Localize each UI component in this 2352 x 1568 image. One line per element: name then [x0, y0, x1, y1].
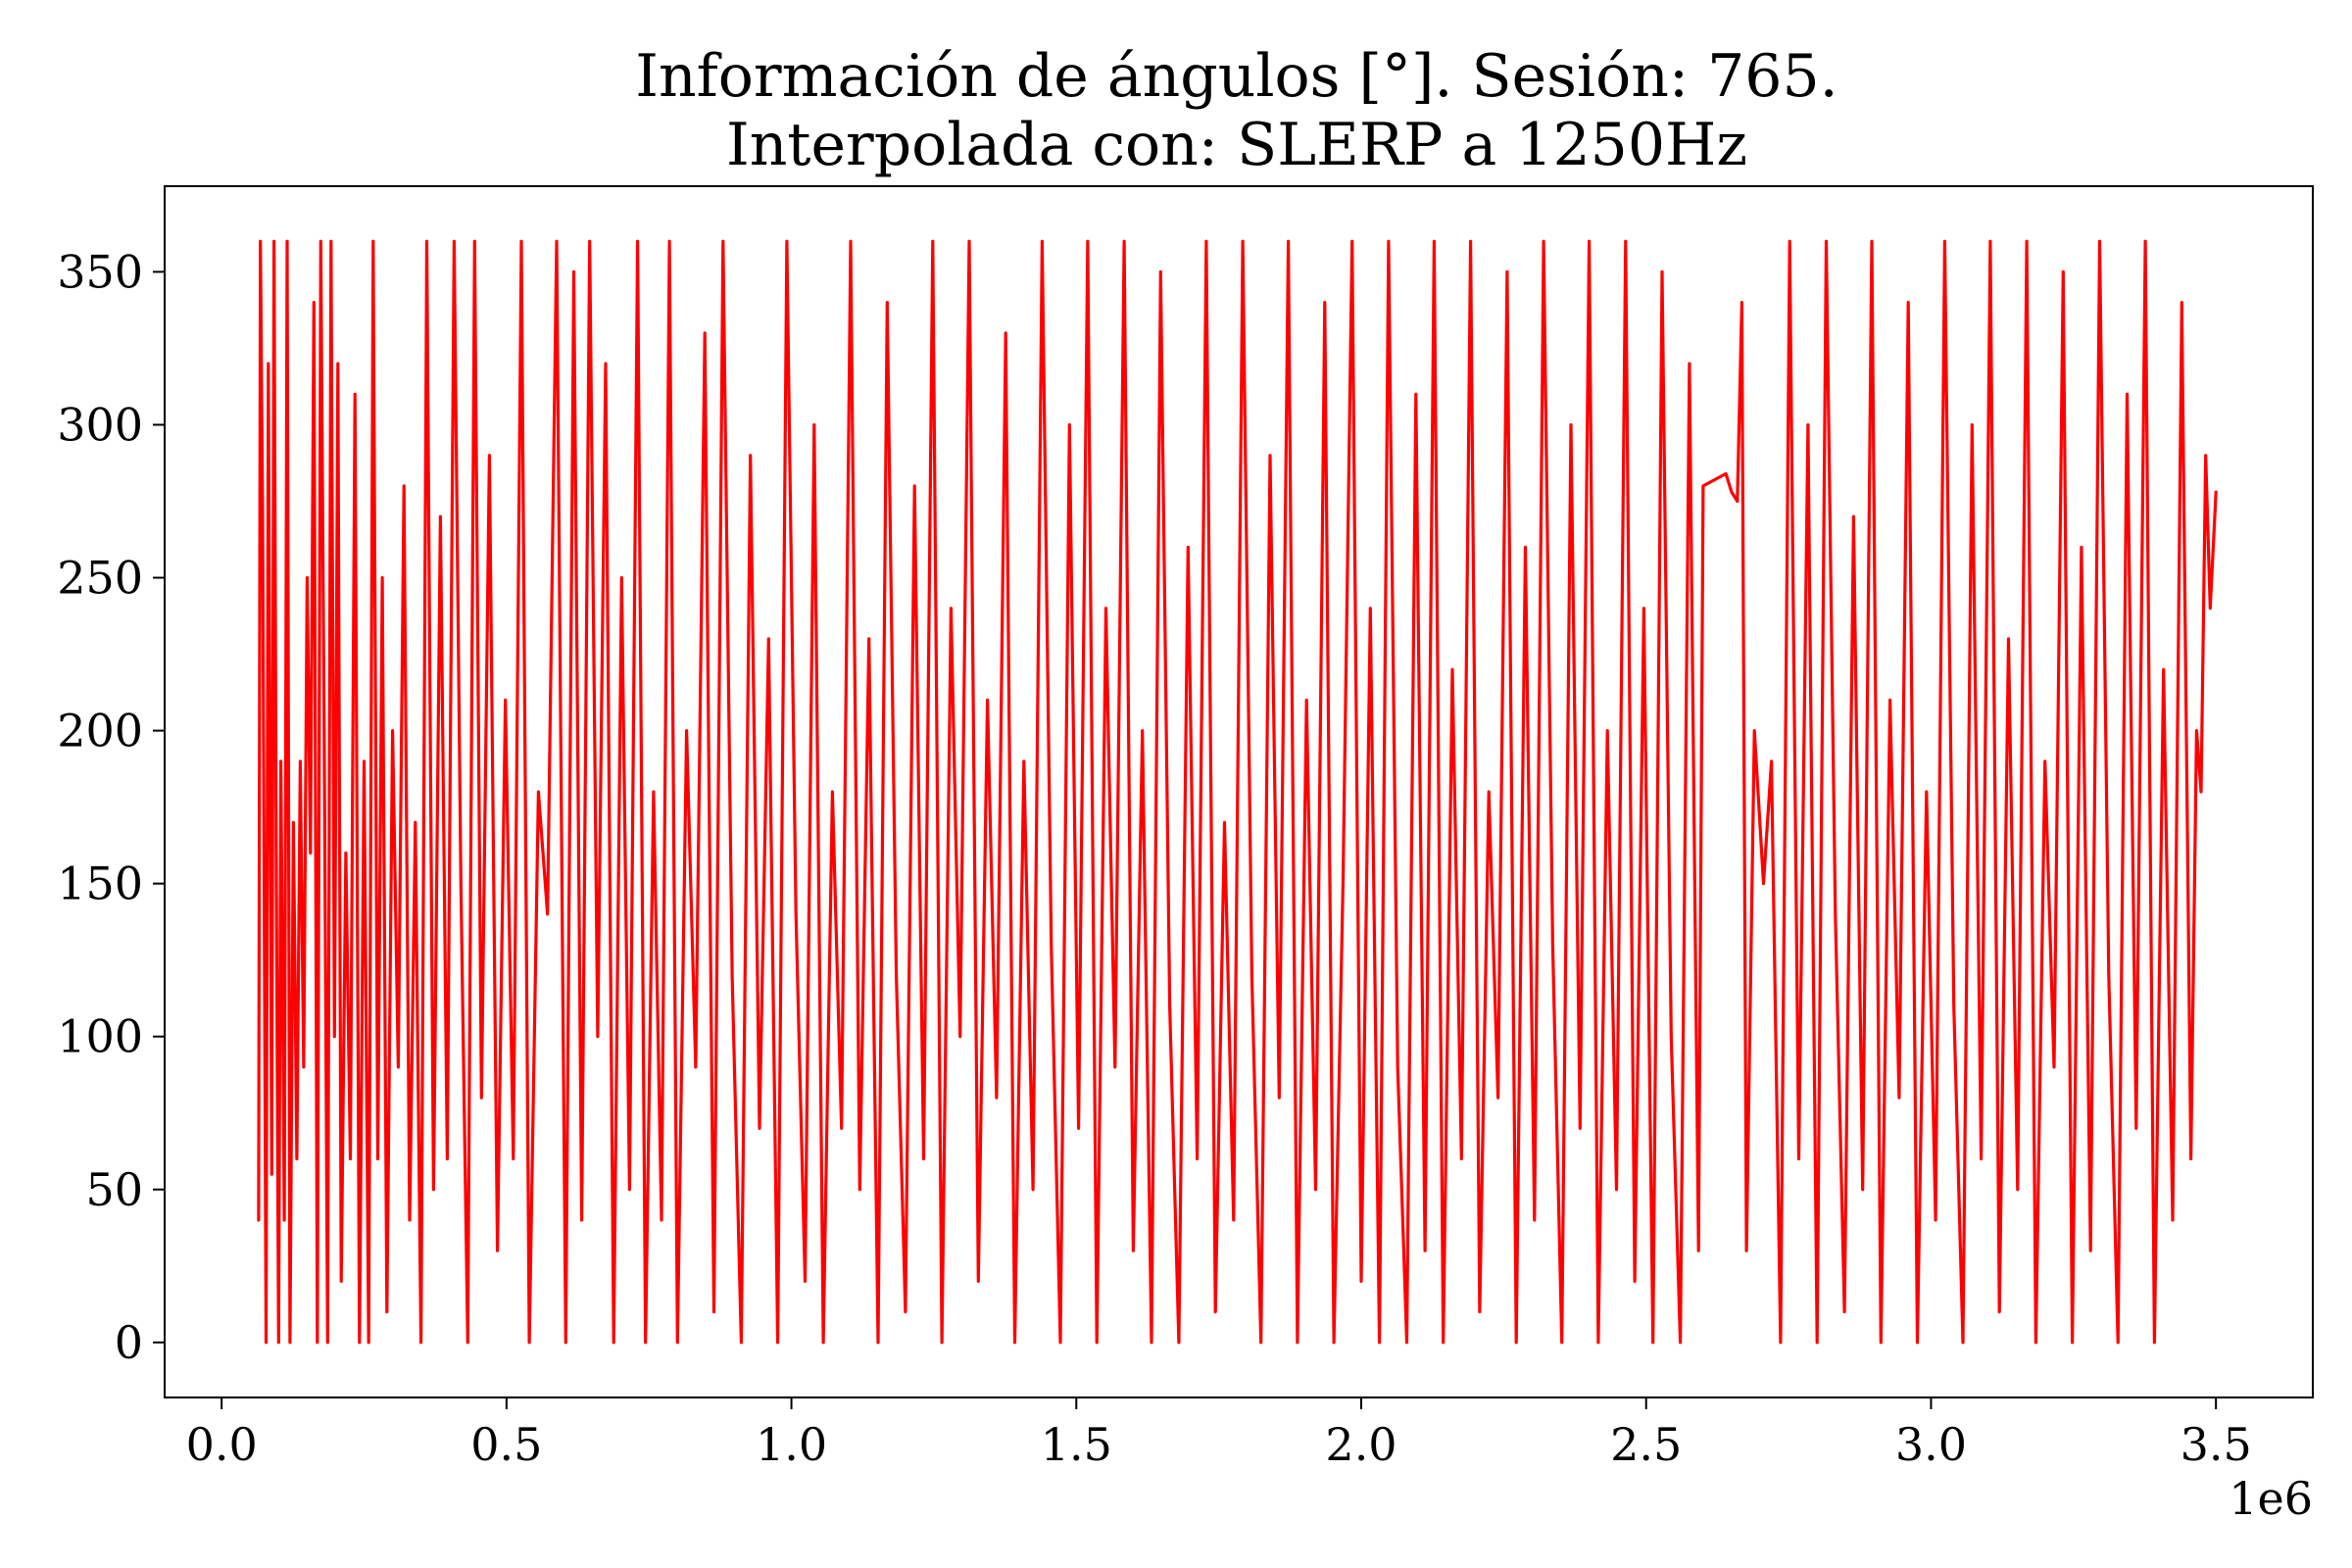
x-axis-offset-label: 1e6: [2229, 1472, 2313, 1525]
x-tick-label: 1.5: [1041, 1418, 1112, 1471]
y-tick-label: 200: [57, 705, 143, 758]
x-tick-label: 3.5: [2180, 1418, 2252, 1471]
x-tick-label: 1.0: [756, 1418, 827, 1471]
y-tick-label: 350: [57, 245, 143, 298]
x-tick-label: 0.5: [470, 1418, 542, 1471]
y-tick-label: 300: [57, 398, 143, 451]
y-tick-label: 0: [115, 1316, 143, 1369]
series-layer: [257, 239, 2218, 1345]
y-axis: 0 50 100 150 200 250 300 350: [57, 245, 165, 1369]
y-tick-label: 150: [57, 858, 143, 910]
chart-subtitle: Interpolada con: SLERP a 1250Hz: [726, 111, 1747, 179]
x-tick-label: 2.0: [1325, 1418, 1396, 1471]
y-tick-label: 250: [57, 552, 143, 605]
plot-area-frame: [164, 185, 2314, 1398]
series-line: [257, 239, 2218, 1345]
x-tick-label: 2.5: [1610, 1418, 1682, 1471]
y-tick-label: 100: [57, 1010, 143, 1063]
x-tick-label: 0.0: [186, 1418, 258, 1471]
x-axis: 0.0 0.5 1.0 1.5 2.0 2.5 3.0 3.5: [186, 1397, 2252, 1471]
chart-title: Información de ángulos [°]. Sesión: 765.: [635, 42, 1838, 111]
y-tick-label: 50: [85, 1163, 143, 1216]
x-tick-label: 3.0: [1895, 1418, 1967, 1471]
